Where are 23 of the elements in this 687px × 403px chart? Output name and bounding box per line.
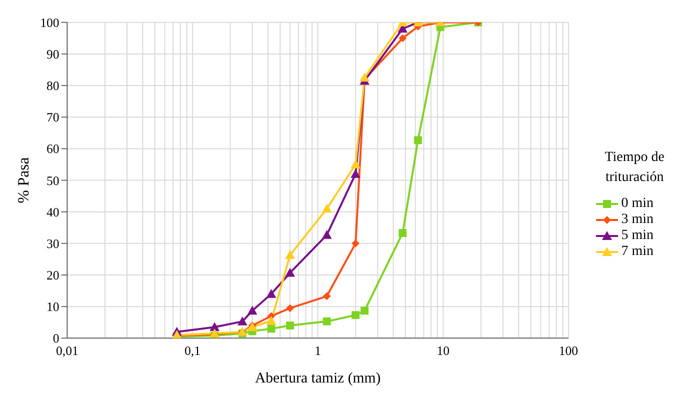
- y-tick-label: 70: [46, 110, 60, 125]
- x-tick-label: 100: [558, 344, 578, 358]
- legend-label: 0 min: [621, 196, 654, 212]
- legend-label: 7 min: [621, 244, 654, 260]
- x-tick-label: 0,1: [184, 344, 201, 358]
- y-tick-label: 50: [46, 174, 60, 188]
- y-tick-label: 20: [46, 268, 60, 283]
- y-tick-label: 60: [46, 142, 60, 156]
- x-axis-title: Abertura tamiz (mm): [254, 370, 381, 387]
- y-tick-label: 100: [40, 16, 60, 30]
- x-tick-label: 1: [314, 344, 322, 358]
- legend-label: 5 min: [621, 228, 654, 244]
- x-tick-label: 0,01: [56, 344, 78, 358]
- legend-label: 3 min: [621, 212, 654, 228]
- y-tick-label: 0: [52, 332, 60, 346]
- y-tick-label: 40: [46, 205, 60, 220]
- legend-title: Tiempo de trituración: [604, 149, 666, 187]
- y-axis-title: % Pasa: [15, 157, 32, 204]
- y-tick-label: 90: [46, 48, 60, 62]
- y-tick-label: 30: [46, 236, 60, 251]
- x-tick-label: 10: [436, 344, 450, 358]
- y-tick-label: 80: [46, 79, 60, 94]
- y-tick-label: 10: [46, 300, 60, 314]
